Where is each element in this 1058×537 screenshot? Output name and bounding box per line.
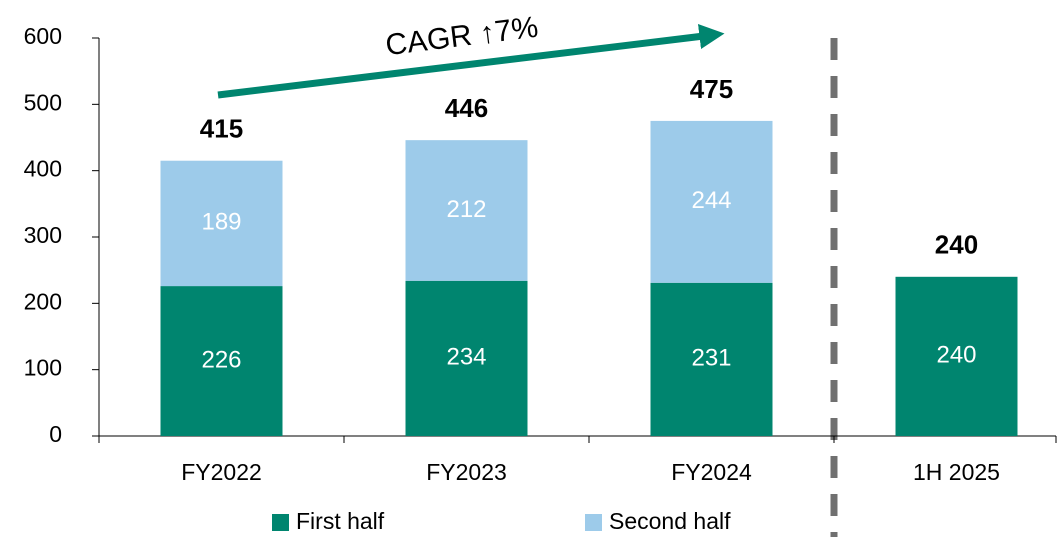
y-tick-label: 100 xyxy=(24,355,62,381)
legend-label: First half xyxy=(296,508,385,534)
legend-swatch xyxy=(585,514,602,531)
annotation: CAGR ↑7% xyxy=(384,11,540,62)
total-label: 415 xyxy=(200,114,243,144)
value-label: 212 xyxy=(446,196,486,223)
x-tick-label: 1H 2025 xyxy=(913,459,1000,485)
value-label: 234 xyxy=(446,344,486,371)
bar-segment xyxy=(160,286,283,436)
x-tick-label: FY2024 xyxy=(671,459,752,485)
x-tick-label: FY2023 xyxy=(426,459,507,485)
bar-segment xyxy=(160,160,283,287)
total-label: 446 xyxy=(445,93,488,123)
x-tick-label: FY2022 xyxy=(181,459,262,485)
total-label: 475 xyxy=(690,74,733,104)
legend-label: Second half xyxy=(609,508,731,534)
bar-segment xyxy=(895,276,1018,436)
y-tick-label: 500 xyxy=(24,89,62,115)
y-tick-label: 600 xyxy=(24,23,62,49)
value-label: 226 xyxy=(201,346,241,373)
y-tick-label: 0 xyxy=(49,421,62,447)
value-label: 244 xyxy=(691,187,731,214)
cagr-arrow xyxy=(217,24,725,99)
bar-segment xyxy=(405,280,528,436)
bar-segment xyxy=(650,120,773,283)
y-tick-label: 300 xyxy=(24,222,62,248)
total-label: 240 xyxy=(935,230,978,260)
legend-swatch xyxy=(272,514,289,531)
value-label: 189 xyxy=(201,209,241,236)
value-label: 240 xyxy=(936,342,976,369)
y-tick-label: 200 xyxy=(24,288,62,314)
value-label: 231 xyxy=(691,345,731,372)
bar-segment xyxy=(650,282,773,436)
y-tick-label: 400 xyxy=(24,156,62,182)
bar-segment xyxy=(405,140,528,281)
